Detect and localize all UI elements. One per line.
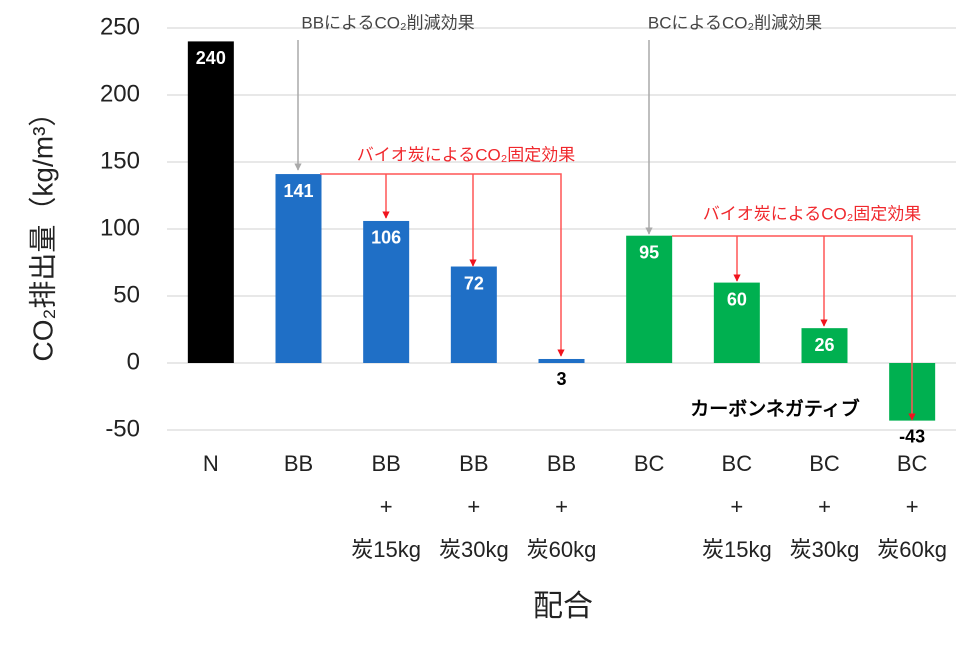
annotation: バイオ炭によるCO₂固定効果	[357, 145, 576, 164]
y-tick-label: 100	[100, 214, 140, 241]
annotation: カーボンネガティブ	[690, 397, 859, 420]
x-tick-label: +	[906, 494, 919, 519]
data-label: 3	[556, 369, 566, 389]
data-label: 95	[639, 242, 659, 262]
x-tick-label: BB	[284, 451, 313, 476]
data-label: 72	[464, 273, 484, 293]
x-tick-label: 炭15kg	[351, 537, 421, 562]
x-tick-label: 炭60kg	[527, 537, 597, 562]
y-axis-label: CO₂排出量（kg/m³）	[27, 99, 58, 362]
y-tick-label: 200	[100, 80, 140, 107]
x-tick-label: 炭30kg	[439, 537, 509, 562]
y-tick-label: 50	[113, 281, 140, 308]
x-tick-label: N	[203, 451, 219, 476]
y-tick-label: 150	[100, 147, 140, 174]
x-tick-label: BC	[634, 451, 665, 476]
data-label: 141	[283, 181, 313, 201]
x-tick-label: BB	[547, 451, 576, 476]
data-label: 106	[371, 228, 401, 248]
bar	[450, 266, 497, 363]
y-tick-label: 250	[100, 13, 140, 40]
annotation: BBによるCO₂削減効果	[301, 13, 474, 32]
y-tick-label: 0	[127, 348, 140, 375]
x-tick-label: 炭15kg	[702, 537, 772, 562]
bar	[626, 235, 673, 363]
bar	[187, 41, 234, 364]
bar	[275, 174, 322, 363]
x-tick-label: 炭30kg	[790, 537, 860, 562]
arrows	[294, 40, 916, 421]
x-tick-label: +	[730, 494, 743, 519]
annotation: BCによるCO₂削減効果	[648, 13, 822, 32]
x-tick-label: +	[818, 494, 831, 519]
y-tick-label: -50	[105, 415, 140, 442]
x-tick-label: BB	[371, 451, 400, 476]
x-axis-label: 配合	[533, 590, 593, 623]
bar	[538, 358, 585, 363]
x-tick-label: +	[380, 494, 393, 519]
bar	[713, 282, 760, 363]
annotation: バイオ炭によるCO₂固定効果	[703, 204, 922, 223]
x-tick-label: 炭60kg	[877, 537, 947, 562]
x-tick-label: BB	[459, 451, 488, 476]
data-label: 60	[727, 289, 747, 309]
x-tick-label: BC	[809, 451, 840, 476]
bar	[801, 328, 848, 363]
bar	[363, 220, 410, 363]
data-label: 240	[196, 48, 226, 68]
x-tick-label: BC	[722, 451, 753, 476]
x-tick-label: +	[467, 494, 480, 519]
data-label: -43	[899, 426, 925, 446]
data-label: 26	[814, 335, 834, 355]
x-tick-label: +	[555, 494, 568, 519]
x-tick-label: BC	[897, 451, 928, 476]
